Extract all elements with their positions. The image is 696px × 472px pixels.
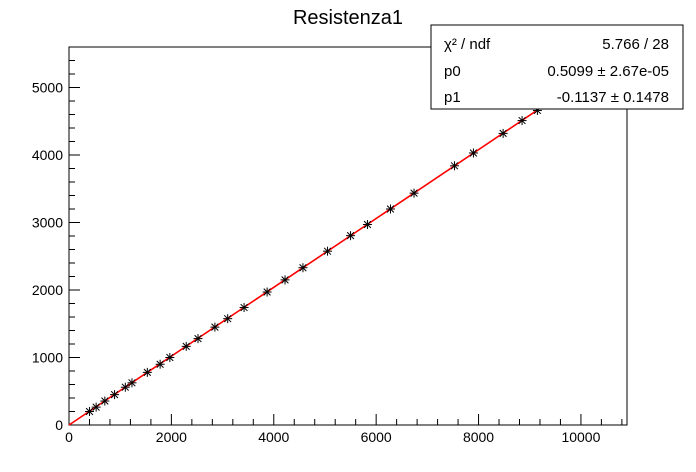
stats-box: χ² / ndf 5.766 / 28 p0 0.5099 ± 2.67e-05…	[430, 24, 684, 110]
data-point-stroke	[450, 162, 459, 170]
stats-p0-value: 0.5099 ± 2.67e-05	[547, 63, 669, 80]
data-point	[84, 407, 94, 416]
data-point	[100, 396, 110, 406]
stats-p0-label: p0	[444, 63, 461, 80]
data-point-stroke	[281, 276, 289, 284]
stats-chi2-value: 5.766 / 28	[602, 36, 669, 53]
stats-p1-label: p1	[444, 89, 461, 106]
data-point-stroke	[223, 314, 232, 323]
data-point-stroke	[386, 205, 395, 213]
data-point	[165, 353, 175, 362]
data-point-stroke	[410, 189, 418, 197]
chart-title: Resistenza1	[293, 7, 403, 29]
data-point	[298, 263, 308, 273]
data-point-stroke	[166, 353, 174, 362]
data-point-stroke	[263, 288, 271, 296]
data-point-stroke	[299, 263, 307, 272]
data-point-stroke	[499, 129, 507, 138]
x-tick-label: 0	[65, 429, 73, 445]
x-tick-label: 10000	[561, 429, 600, 445]
x-tick-label: 8000	[463, 429, 494, 445]
data-point-stroke	[85, 407, 94, 416]
y-tick-label: 3000	[32, 215, 63, 231]
data-point	[409, 188, 419, 198]
data-point	[323, 246, 333, 256]
data-point-stroke	[92, 403, 100, 411]
data-point	[262, 287, 272, 297]
data-point	[91, 402, 101, 412]
data-point	[280, 275, 290, 285]
data-point	[120, 382, 130, 392]
y-tick-label: 5000	[32, 80, 63, 96]
data-point-stroke	[240, 303, 248, 312]
stats-box-frame	[430, 24, 684, 110]
data-point	[239, 303, 249, 313]
data-point	[210, 322, 220, 332]
data-point	[385, 204, 395, 214]
data-point	[468, 148, 478, 158]
data-point-stroke	[182, 342, 190, 351]
x-tick-label: 4000	[258, 429, 289, 445]
data-point-stroke	[194, 334, 202, 343]
data-point-stroke	[143, 368, 152, 377]
y-tick-label: 2000	[32, 282, 63, 298]
data-point-stroke	[211, 323, 219, 331]
data-point	[449, 161, 459, 171]
y-tick-label: 1000	[32, 350, 63, 366]
ticks-layer: 0 2000 4000 6000 8000 10000 0 1000 2000 3000 4000 5…	[32, 46, 623, 445]
data-point	[223, 314, 233, 324]
stats-chi2-label: χ² / ndf	[444, 36, 491, 53]
data-point-stroke	[121, 383, 130, 391]
y-tick-label: 0	[55, 417, 63, 433]
stats-p1-value: -0.1137 ± 0.1478	[557, 89, 669, 106]
data-point-stroke	[323, 247, 332, 255]
data-point-stroke	[101, 397, 109, 405]
data-point	[142, 367, 152, 377]
data-point-stroke	[346, 231, 355, 240]
data-point-stroke	[363, 220, 372, 229]
data-point	[181, 341, 191, 351]
data-point	[127, 378, 137, 388]
data-point	[346, 231, 356, 241]
x-tick-label: 2000	[156, 429, 187, 445]
data-point	[110, 390, 120, 400]
data-point	[498, 128, 508, 138]
points-layer	[84, 105, 542, 416]
data-point-stroke	[156, 360, 164, 368]
data-point	[517, 116, 527, 126]
data-point-stroke	[110, 390, 119, 399]
data-point-stroke	[128, 379, 136, 387]
data-point-stroke	[518, 116, 526, 125]
x-tick-label: 6000	[361, 429, 392, 445]
data-point	[155, 359, 165, 369]
data-point	[193, 334, 203, 344]
y-tick-label: 4000	[32, 147, 63, 163]
data-point	[362, 220, 372, 230]
data-point-stroke	[469, 149, 478, 157]
